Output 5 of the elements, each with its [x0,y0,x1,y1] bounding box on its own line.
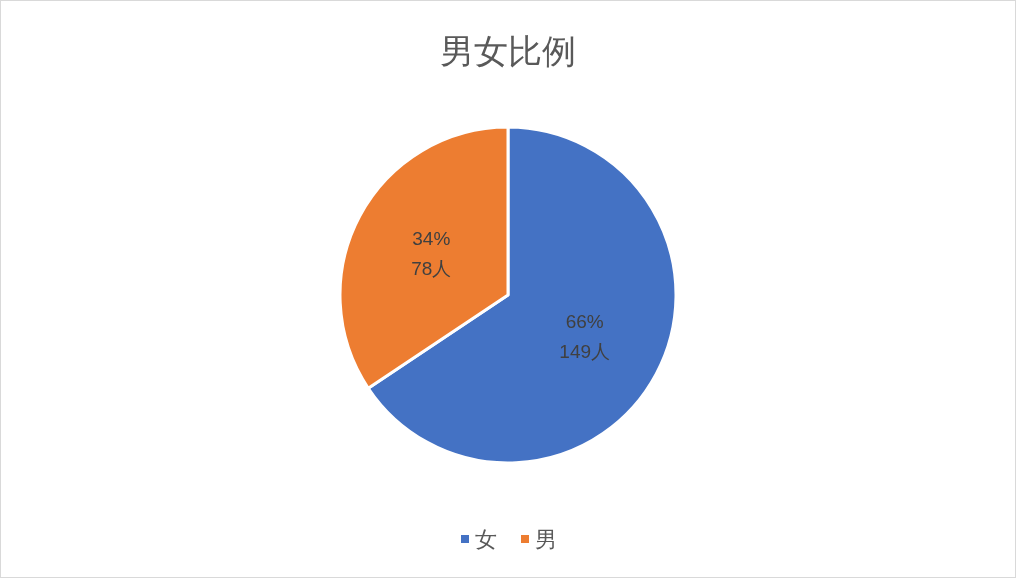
data-label: 34% 78人 [411,228,452,280]
legend-label: 男 [535,526,557,552]
legend-label: 女 [475,526,497,552]
chart-title: 男女比例 [440,32,576,70]
data-label: 66% 149人 [559,310,611,362]
